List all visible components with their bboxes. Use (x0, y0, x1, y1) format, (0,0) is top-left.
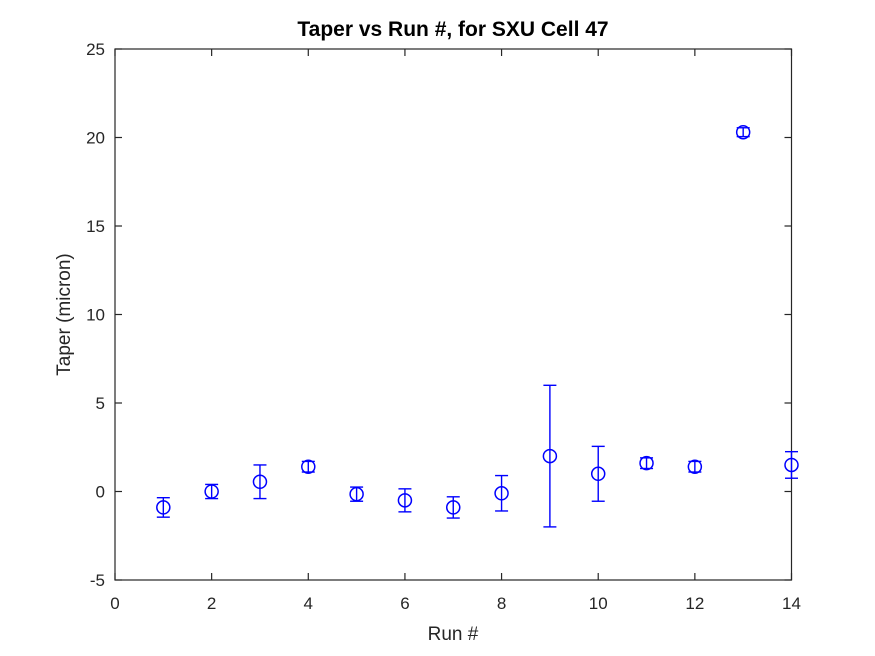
x-tick-label: 8 (497, 594, 506, 613)
x-tick-label: 4 (304, 594, 313, 613)
x-tick-label: 10 (589, 594, 608, 613)
data-point-marker (494, 486, 509, 501)
axes (114, 48, 793, 581)
x-tick-label: 6 (400, 594, 409, 613)
x-axis-label: Run # (428, 624, 479, 645)
y-tick-label: 5 (96, 394, 105, 413)
y-tick-label: -5 (90, 571, 105, 590)
x-tick-label: 14 (782, 594, 801, 613)
errorbar-series (156, 124, 799, 528)
data-point-marker (639, 455, 654, 471)
data-point-marker (446, 500, 461, 515)
data-point-marker (397, 493, 413, 508)
y-tick-label: 25 (86, 40, 105, 59)
data-point-marker (784, 457, 799, 473)
x-tick-label: 12 (685, 594, 704, 613)
chart-title: Taper vs Run #, for SXU Cell 47 (297, 18, 608, 41)
data-point-marker (252, 474, 268, 490)
data-point-marker (542, 448, 558, 464)
y-axis-label: Taper (micron) (54, 253, 75, 375)
data-point-marker (687, 459, 703, 474)
y-tick-label: 10 (86, 306, 105, 325)
data-point-marker (204, 484, 219, 499)
data-point-marker (590, 466, 606, 482)
data-point-marker (735, 124, 751, 140)
y-tick-label: 20 (86, 129, 105, 148)
y-tick-label: 0 (96, 483, 105, 502)
x-tick-label: 2 (207, 594, 216, 613)
data-point-marker (349, 486, 364, 502)
x-tick-label: 0 (110, 594, 119, 613)
data-point-marker (156, 500, 171, 515)
data-point-marker (301, 459, 316, 474)
tick-labels: 0 2 4 6 8 10 12 14 -5 0 5 10 15 20 25 (86, 40, 801, 613)
y-tick-label: 15 (86, 217, 105, 236)
